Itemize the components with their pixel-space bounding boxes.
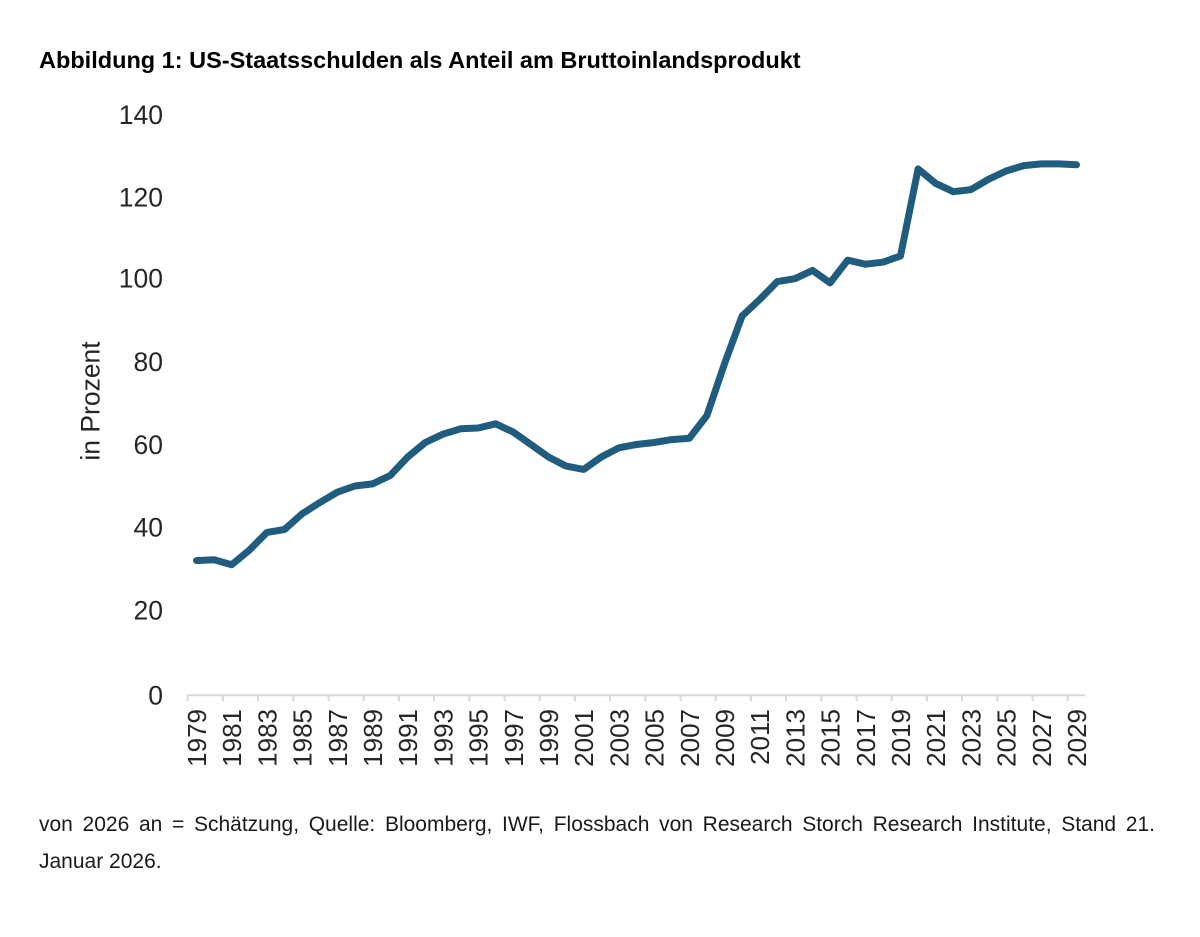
svg-text:20: 20: [134, 596, 163, 626]
svg-text:2021: 2021: [921, 709, 951, 767]
svg-text:120: 120: [119, 182, 163, 212]
svg-text:100: 100: [119, 264, 163, 294]
svg-text:2023: 2023: [956, 709, 986, 767]
svg-text:2007: 2007: [675, 709, 705, 767]
svg-text:1993: 1993: [428, 709, 458, 767]
svg-text:2015: 2015: [816, 709, 846, 767]
svg-text:2025: 2025: [992, 709, 1022, 767]
svg-text:1997: 1997: [499, 709, 529, 767]
svg-text:1987: 1987: [323, 709, 353, 767]
svg-text:2005: 2005: [640, 709, 670, 767]
svg-text:0: 0: [148, 680, 163, 710]
svg-text:1985: 1985: [288, 709, 318, 767]
svg-text:1995: 1995: [464, 709, 494, 767]
svg-text:1983: 1983: [252, 709, 282, 767]
svg-text:60: 60: [134, 430, 163, 460]
svg-text:in Prozent: in Prozent: [76, 341, 106, 461]
svg-text:2029: 2029: [1062, 709, 1092, 767]
svg-text:1999: 1999: [534, 709, 564, 767]
svg-text:2013: 2013: [780, 709, 810, 767]
svg-text:2011: 2011: [745, 709, 775, 765]
svg-text:2009: 2009: [710, 709, 740, 767]
svg-text:2017: 2017: [851, 709, 881, 767]
svg-text:1991: 1991: [393, 709, 423, 767]
svg-text:1989: 1989: [358, 709, 388, 767]
svg-text:2027: 2027: [1027, 709, 1057, 767]
svg-text:140: 140: [119, 100, 163, 130]
svg-text:1979: 1979: [182, 709, 212, 767]
svg-text:80: 80: [134, 347, 163, 377]
svg-text:40: 40: [134, 513, 163, 543]
svg-text:1981: 1981: [217, 709, 247, 767]
svg-text:2001: 2001: [569, 709, 599, 767]
svg-text:2019: 2019: [886, 709, 916, 767]
svg-text:2003: 2003: [604, 709, 634, 767]
